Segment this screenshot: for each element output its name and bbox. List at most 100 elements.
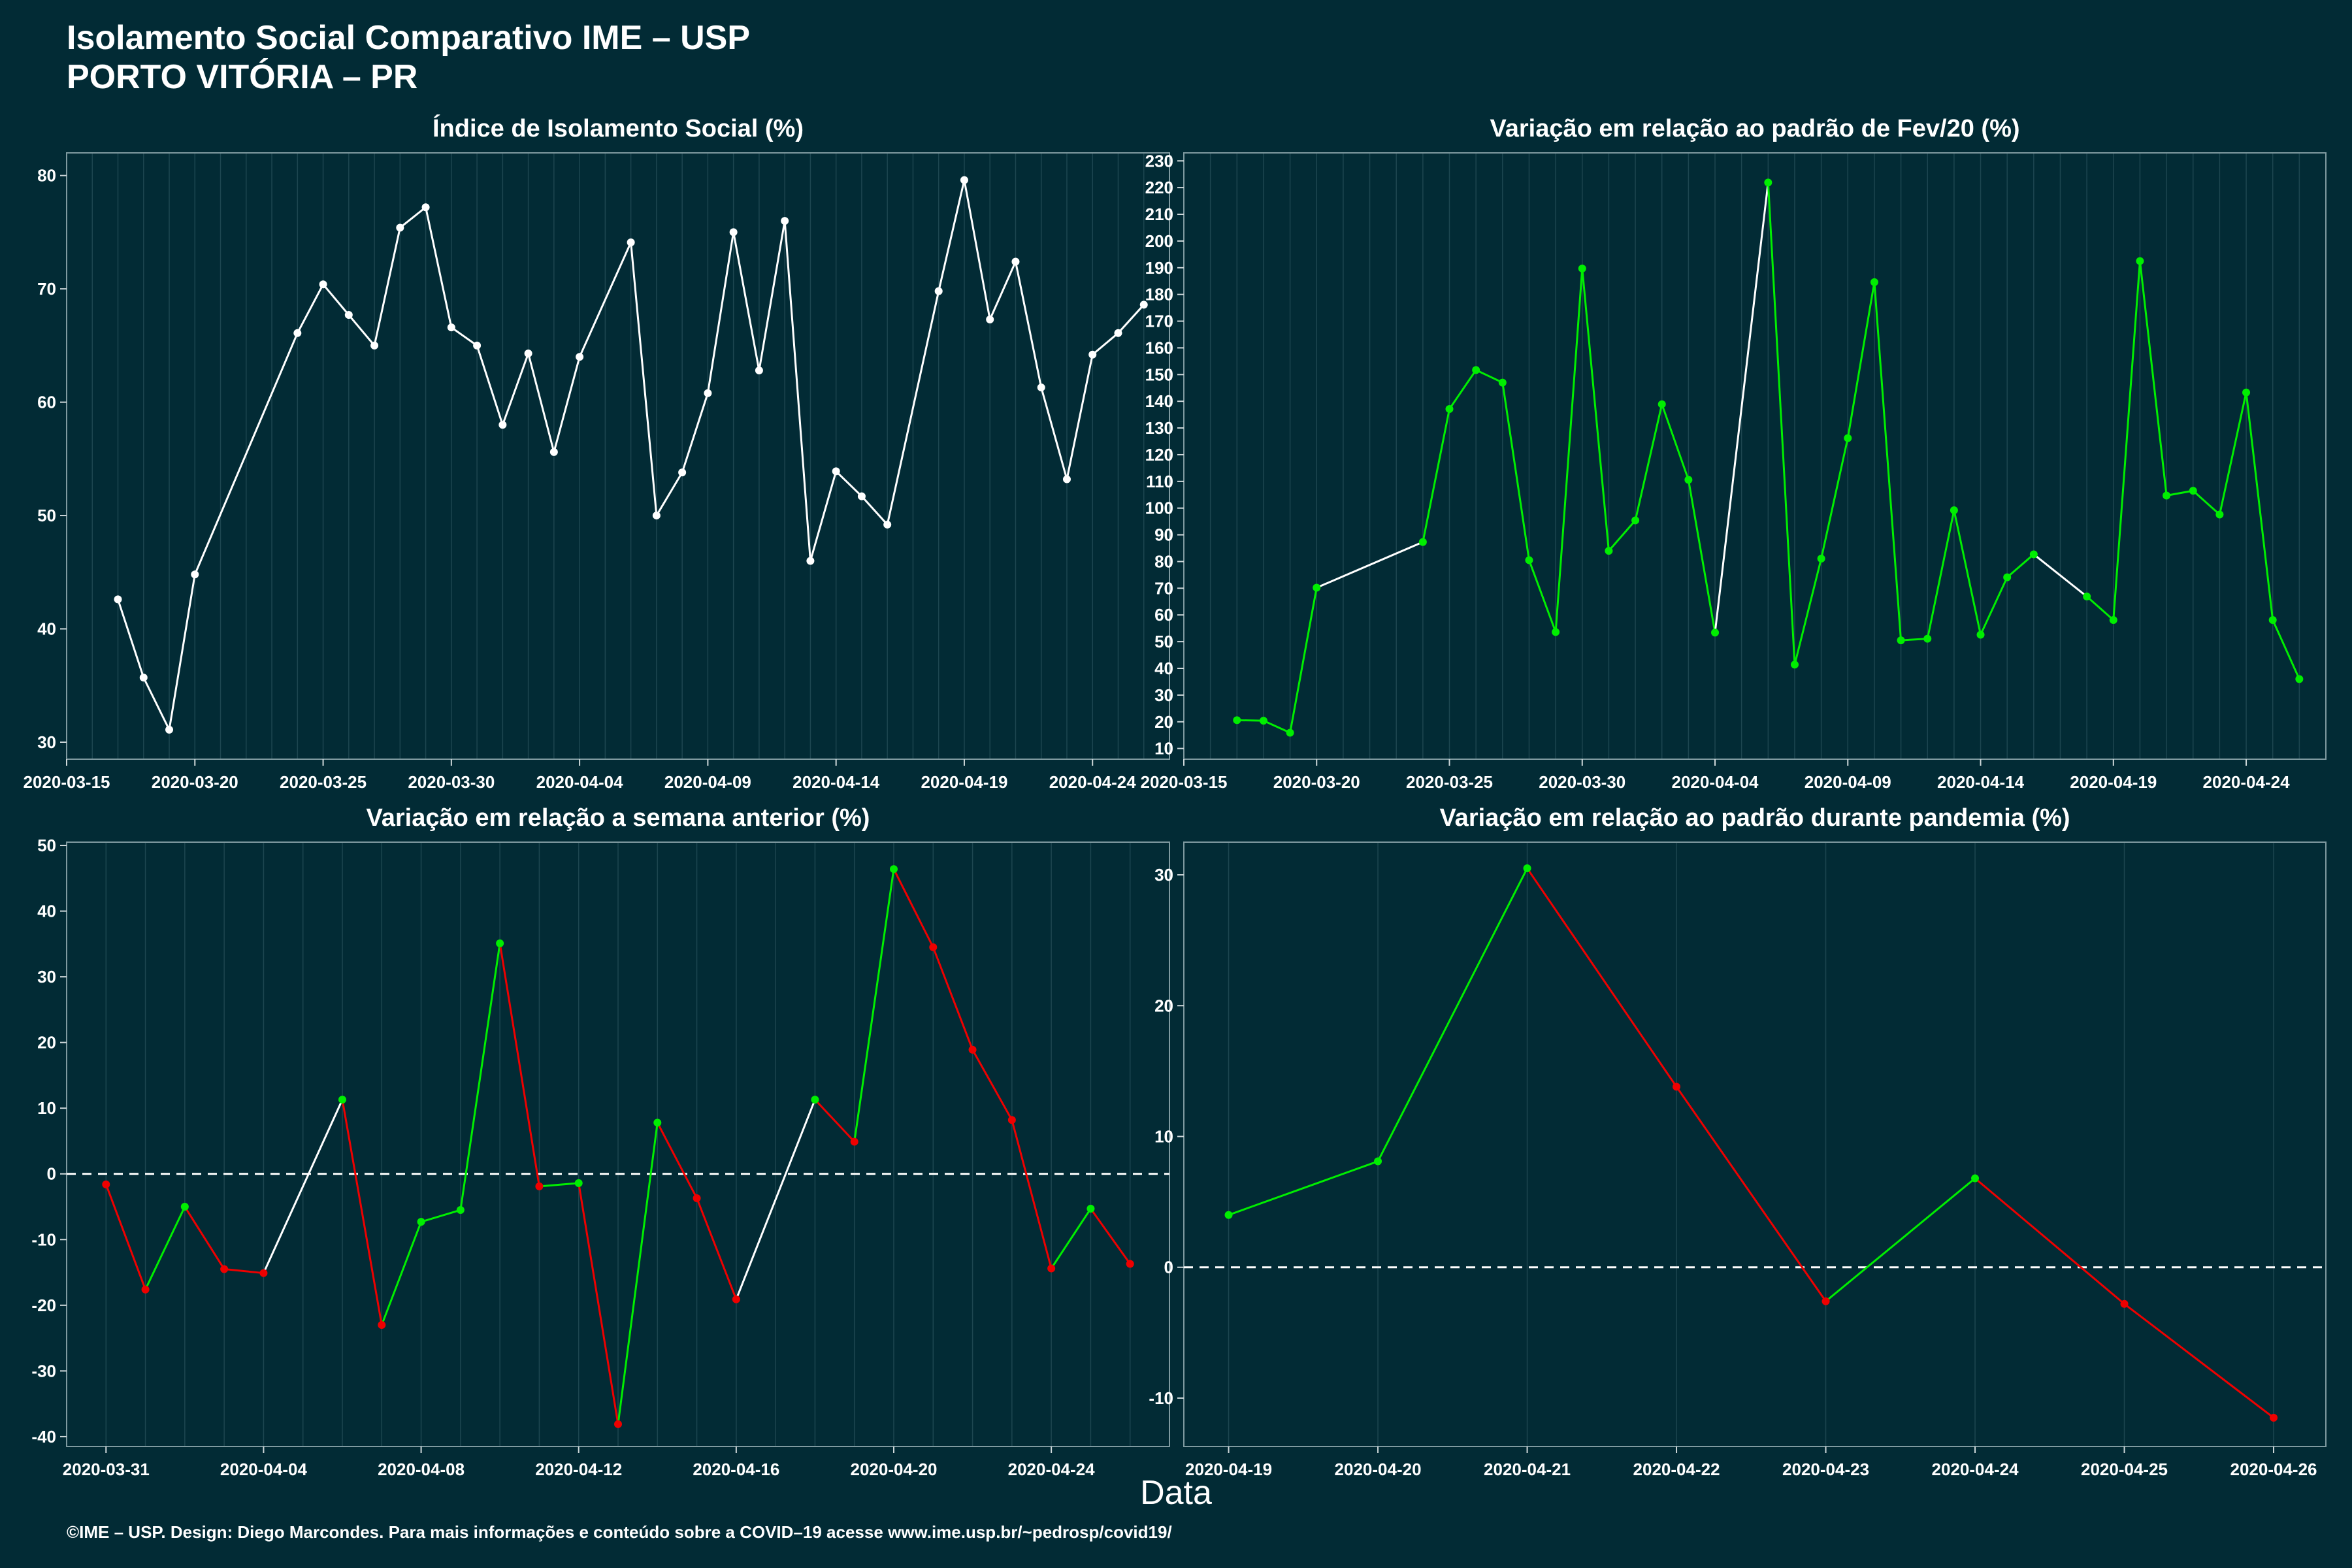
data-point [549, 448, 558, 456]
data-point [1844, 434, 1852, 442]
y-tick-label: 150 [1145, 365, 1173, 384]
x-tick-label: 2020-04-09 [1805, 772, 1891, 792]
y-tick-label: 180 [1145, 285, 1173, 304]
series-segment [656, 1122, 698, 1199]
series-segment [1926, 510, 1955, 639]
data-point [2189, 487, 2197, 495]
data-point [496, 939, 504, 947]
x-tick-label: 2020-04-24 [1932, 1460, 2019, 1479]
data-point [2215, 510, 2224, 519]
series-segment [1873, 282, 1903, 641]
series-segment [1687, 480, 1716, 633]
y-tick-label: 20 [37, 1033, 56, 1053]
y-tick-label: -40 [31, 1427, 56, 1446]
series-segment [1475, 369, 1503, 384]
data-point [114, 595, 122, 604]
series-segment [758, 220, 786, 371]
x-axis-label: Data [1140, 1474, 1212, 1512]
y-tick-label: 10 [37, 1098, 56, 1118]
data-point [653, 1119, 662, 1127]
series-segment [1846, 282, 1876, 438]
series-segment [809, 471, 838, 561]
x-tick-label: 2020-04-24 [1049, 772, 1137, 792]
series-segment [1528, 559, 1557, 632]
y-tick-label: 30 [37, 967, 56, 987]
data-point [1971, 1174, 1980, 1183]
data-point [396, 223, 404, 232]
data-point [678, 468, 687, 477]
series-segment [1263, 719, 1291, 734]
series-segment [1661, 404, 1690, 480]
data-point [139, 674, 148, 682]
data-point [1950, 506, 1958, 514]
data-point [473, 341, 482, 350]
series-segment [1554, 268, 1584, 632]
data-point [850, 1137, 858, 1146]
data-point [1525, 556, 1533, 564]
data-point [1139, 301, 1148, 309]
x-tick-label: 2020-03-15 [1141, 772, 1228, 792]
data-point [574, 1179, 583, 1187]
y-tick-label: 10 [1154, 1126, 1173, 1146]
data-point [220, 1265, 229, 1273]
data-point [1923, 634, 1932, 643]
x-tick-label: 2020-04-19 [2070, 772, 2157, 792]
y-tick-label: 100 [1145, 498, 1173, 518]
data-point [1790, 661, 1799, 669]
y-tick-label: -10 [31, 1230, 56, 1249]
y-tick-label: 190 [1145, 258, 1173, 278]
data-point [293, 329, 302, 337]
series-segment [1092, 332, 1119, 355]
series-segment [630, 242, 658, 516]
series-segment [450, 326, 478, 347]
data-point [1086, 1205, 1095, 1213]
data-point [1007, 1116, 1016, 1124]
series-segment [932, 947, 973, 1051]
series-segment [223, 1268, 264, 1275]
series-segment [1066, 354, 1094, 480]
data-point [191, 570, 199, 579]
data-point [704, 389, 712, 397]
series-segment [2112, 261, 2141, 621]
y-tick-label: 80 [1154, 551, 1173, 571]
x-tick-label: 2020-04-21 [1484, 1460, 1571, 1479]
series-segment [706, 232, 735, 393]
data-point [1821, 1297, 1830, 1305]
data-point [2083, 593, 2091, 601]
series-segment [117, 598, 145, 678]
series-segment [1237, 719, 1264, 722]
data-point [524, 350, 532, 358]
series-segment [399, 206, 427, 229]
data-point [102, 1180, 110, 1188]
series-segment [348, 314, 376, 346]
x-tick-label: 2020-04-12 [535, 1460, 622, 1479]
data-point [165, 725, 174, 734]
data-point [627, 238, 635, 247]
series-segment [1793, 558, 1823, 665]
panel-title-4: Variação em relação ao padrão durante pa… [1439, 804, 2070, 832]
series-segment [193, 333, 299, 575]
data-point [1259, 717, 1267, 725]
series-segment [1050, 1208, 1092, 1269]
series-segment [972, 1049, 1013, 1121]
series-segment [1316, 541, 1424, 589]
y-tick-label: 10 [1154, 739, 1173, 759]
series-segment [1448, 369, 1477, 410]
x-tick-label: 2020-04-25 [2081, 1460, 2168, 1479]
data-point [986, 315, 994, 323]
y-tick-label: 30 [1154, 685, 1173, 705]
series-segment [2086, 595, 2114, 621]
y-tick-label: 30 [37, 732, 56, 752]
x-tick-label: 2020-04-22 [1633, 1460, 1720, 1479]
data-point [1374, 1157, 1382, 1166]
data-point [806, 557, 815, 565]
y-tick-label: 0 [1164, 1258, 1173, 1277]
series-segment [341, 1099, 383, 1326]
series-segment [1820, 438, 1849, 559]
y-tick-label: -20 [31, 1296, 56, 1315]
x-tick-label: 2020-04-26 [2230, 1460, 2317, 1479]
series-segment [1526, 868, 1678, 1088]
y-tick-label: 140 [1145, 391, 1173, 411]
x-tick-label: 2020-03-30 [408, 772, 495, 792]
series-segment [655, 472, 683, 516]
